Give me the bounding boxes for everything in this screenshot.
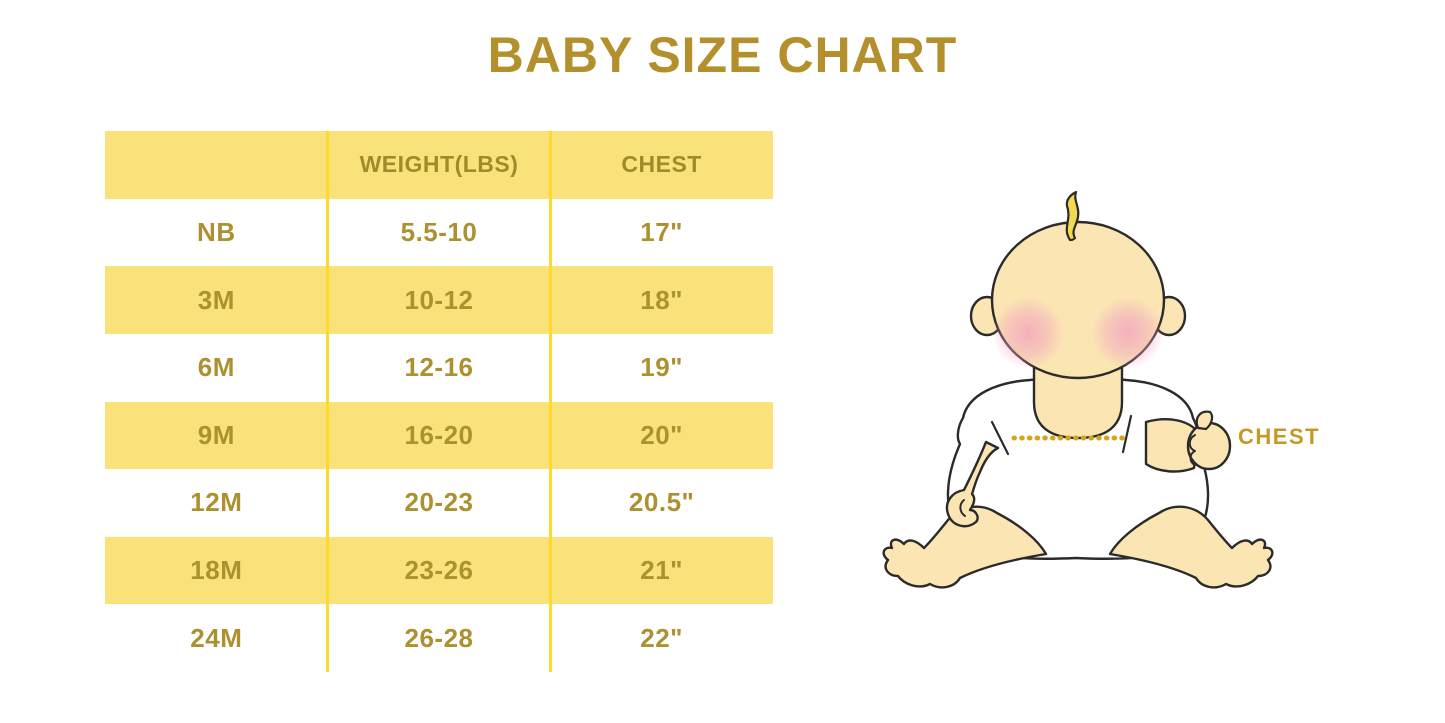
weight-cell: 5.5-10 — [400, 216, 478, 247]
baby-right-leg — [1108, 505, 1274, 589]
size-cell: 9M — [197, 419, 235, 450]
size-cell: 24M — [190, 622, 243, 653]
weight-column-header: WEIGHT(LBS) — [359, 151, 519, 178]
table-row: 3M 10-12 18" — [105, 266, 773, 334]
table-row: 12M 20-23 20.5" — [105, 469, 773, 537]
table-row: 18M 23-26 21" — [105, 536, 773, 605]
size-table: WEIGHT(LBS) CHEST NB 5.5-10 17" 3M 10-12… — [105, 131, 773, 672]
baby-right-thumb — [1195, 410, 1214, 431]
baby-right-fist — [1186, 421, 1232, 471]
table-header-row: WEIGHT(LBS) CHEST — [105, 131, 773, 199]
weight-cell: 23-26 — [404, 555, 474, 586]
size-cell: 18M — [190, 555, 243, 586]
size-cell: 12M — [190, 487, 243, 518]
table-row: 24M 26-28 22" — [105, 604, 773, 672]
chest-cell: 20" — [640, 419, 684, 450]
chest-cell: 19" — [640, 352, 684, 383]
baby-left-cheek — [992, 297, 1064, 369]
weight-cell: 26-28 — [404, 622, 474, 653]
chest-cell: 22" — [640, 622, 684, 653]
table-row: 9M 16-20 20" — [105, 401, 773, 470]
chest-label: CHEST — [1238, 424, 1321, 449]
chest-cell: 21" — [640, 555, 684, 586]
weight-cell: 20-23 — [404, 487, 474, 518]
table-row: 6M 12-16 19" — [105, 334, 773, 402]
size-cell: NB — [197, 216, 236, 247]
page-title: BABY SIZE CHART — [487, 27, 958, 83]
baby-illustration — [880, 180, 1360, 610]
right-fist-knuckle-lines — [1188, 434, 1196, 466]
right-sleeve-line — [1121, 414, 1133, 454]
chest-column-header: CHEST — [621, 151, 702, 178]
chest-cell: 20.5" — [628, 487, 695, 518]
baby-illustration-svg — [882, 190, 1274, 589]
chest-cell: 18" — [640, 284, 684, 315]
left-sleeve-line — [990, 420, 1010, 456]
left-hand-finger-line — [959, 499, 966, 517]
table-column-divider — [549, 131, 552, 672]
weight-cell: 12-16 — [404, 352, 474, 383]
baby-left-leg — [882, 505, 1048, 589]
baby-right-cheek — [1092, 297, 1164, 369]
size-cell: 6M — [197, 352, 235, 383]
chest-cell: 17" — [640, 216, 684, 247]
table-column-divider — [326, 131, 329, 672]
size-cell: 3M — [197, 284, 235, 315]
table-row: NB 5.5-10 17" — [105, 199, 773, 267]
weight-cell: 10-12 — [404, 284, 474, 315]
size-column-header — [105, 131, 328, 199]
baby-right-forearm — [1144, 418, 1200, 473]
baby-hair-curl — [1065, 190, 1080, 242]
weight-cell: 16-20 — [404, 419, 474, 450]
